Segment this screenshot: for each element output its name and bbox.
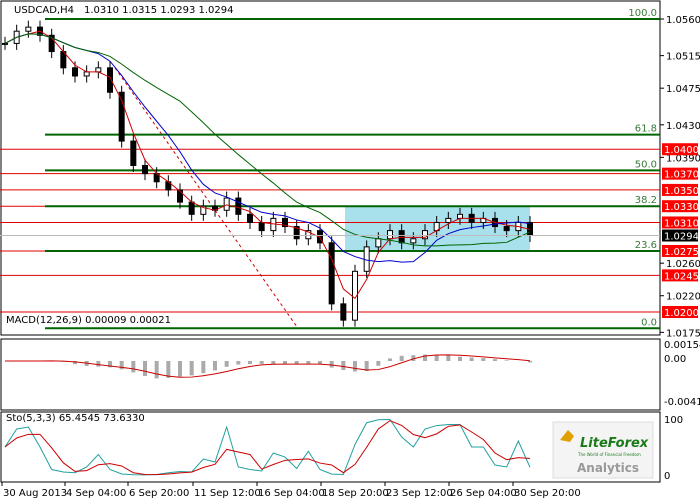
candle-body xyxy=(258,221,265,232)
candle-body xyxy=(282,217,288,228)
fibonacci-level-label: 23.6 xyxy=(635,240,657,251)
candle-body xyxy=(328,242,335,305)
level-label-bg xyxy=(662,306,698,319)
fibonacci-level-label: 38.2 xyxy=(635,195,657,206)
logo-sub: Analytics xyxy=(577,461,639,475)
time-label: 30 Sep 20:00 xyxy=(514,488,581,499)
candle-body xyxy=(375,238,382,248)
price-tick-label: 1.0260 xyxy=(666,259,700,270)
macd-label: MACD(12,26,9) 0.00009 0.00021 xyxy=(6,315,171,326)
stochastic-label: Sto(5,3,3) 65.4545 73.6330 xyxy=(6,413,145,424)
candle-body xyxy=(48,34,55,53)
candle-body xyxy=(223,197,230,211)
candle-body xyxy=(305,230,312,240)
price-tick-label: 1.0175 xyxy=(666,328,700,339)
fibonacci-level-label: 0.0 xyxy=(641,317,657,328)
candle-body xyxy=(83,71,90,77)
logo-box xyxy=(552,421,654,479)
logo-brand: LiteForex xyxy=(580,436,649,451)
time-label: 23 Sep 12:00 xyxy=(386,488,453,499)
stochastic-pane xyxy=(0,411,661,483)
candle-body xyxy=(445,217,452,223)
ma-slow-line xyxy=(4,33,531,247)
macd-tick-label: 0.00154 xyxy=(664,340,700,351)
ma-fast-line xyxy=(4,30,531,300)
candle-body xyxy=(398,230,405,244)
time-label: 11 Sep 12:00 xyxy=(194,488,261,499)
candle-body xyxy=(107,67,113,93)
candle-body xyxy=(410,238,417,244)
current-price-bg xyxy=(662,229,698,242)
candle-body xyxy=(387,230,393,240)
time-label: 6 Sep 20:00 xyxy=(129,488,189,499)
candle-body xyxy=(293,226,300,240)
fibonacci-level-label: 50.0 xyxy=(635,159,657,170)
level-label-bg xyxy=(662,183,698,196)
level-label-bg xyxy=(662,216,698,229)
level-label: 1.0200 xyxy=(664,308,699,319)
level-label: 1.0350 xyxy=(664,186,699,197)
level-label-bg xyxy=(662,269,698,282)
candle-body xyxy=(235,197,242,215)
price-tick-label: 1.0430 xyxy=(666,121,700,132)
macd-signal-line xyxy=(5,354,531,378)
fibonacci-level-label: 100.0 xyxy=(628,8,657,19)
stochastic-signal-line xyxy=(4,420,531,476)
fibonacci-level-label: 61.8 xyxy=(635,124,657,135)
candle-body xyxy=(352,270,358,321)
candle-body xyxy=(422,230,428,240)
candle-body xyxy=(95,67,102,73)
candle-body xyxy=(2,42,8,45)
level-label: 1.0370 xyxy=(664,170,699,181)
ma-mid-line xyxy=(4,33,531,263)
candle-body xyxy=(340,303,347,321)
level-label-bg xyxy=(662,167,698,180)
time-label: 26 Sep 04:00 xyxy=(450,488,517,499)
candle-body xyxy=(457,213,463,219)
candle-body xyxy=(177,189,183,203)
candle-body xyxy=(118,91,125,142)
logo-icon xyxy=(560,430,574,442)
price-tick-label: 1.0220 xyxy=(666,292,700,303)
candle-body xyxy=(200,205,207,215)
chart-header-ohlc: 1.0310 1.0315 1.0293 1.0294 xyxy=(84,5,234,16)
candle-body xyxy=(503,226,510,232)
chart-header-symbol: USDCAD,H4 xyxy=(14,5,74,16)
price-tick-label: 1.0475 xyxy=(666,84,700,95)
level-label: 1.0400 xyxy=(664,145,699,156)
level-label: 1.0275 xyxy=(664,247,699,258)
price-tick-label: 1.0560 xyxy=(666,15,700,26)
time-label: 4 Sep 04:00 xyxy=(66,488,126,499)
level-label-bg xyxy=(662,143,698,156)
candle-body xyxy=(72,67,78,77)
time-label: 16 Sep 04:00 xyxy=(258,488,325,499)
current-price-label: 1.0294 xyxy=(664,231,699,242)
candle-body xyxy=(25,26,32,32)
level-label: 1.0245 xyxy=(664,271,699,282)
stochastic-main-line xyxy=(4,418,531,476)
candle-body xyxy=(247,213,253,223)
time-label: 18 Sep 20:00 xyxy=(322,488,389,499)
candle-body xyxy=(130,140,137,167)
stochastic-tick-label: 100 xyxy=(664,415,683,426)
price-tick-label: 1.0515 xyxy=(666,52,700,63)
macd-tick-label: 0.00 xyxy=(664,354,686,365)
stochastic-tick-label: 0 xyxy=(664,471,670,482)
price-tick-label: 1.0390 xyxy=(666,153,700,164)
level-label: 1.0330 xyxy=(664,202,699,213)
macd-pane xyxy=(0,338,661,411)
logo-tagline: The World of Financial Freedom xyxy=(577,452,641,457)
level-label: 1.0310 xyxy=(664,218,699,229)
level-label-bg xyxy=(662,244,698,257)
fibonacci-trendline xyxy=(114,67,299,329)
level-label-bg xyxy=(662,200,698,213)
main-pane xyxy=(0,0,661,336)
candle-body xyxy=(142,165,148,175)
time-label: 30 Aug 2013 xyxy=(3,488,67,499)
candle-body xyxy=(188,201,195,215)
